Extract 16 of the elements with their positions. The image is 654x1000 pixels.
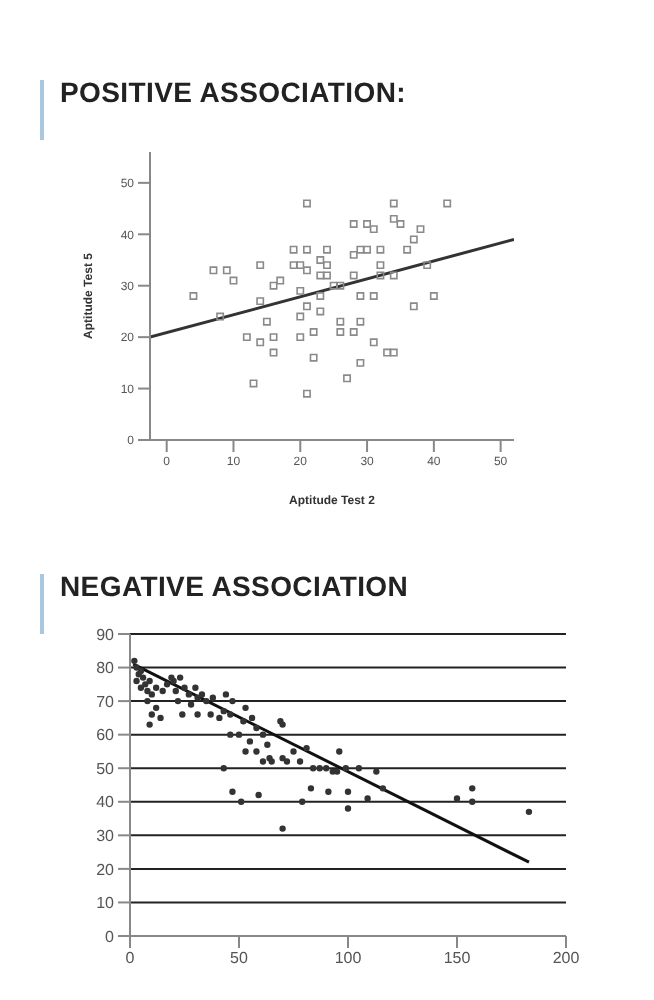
y-tick-label: 20 (96, 860, 116, 879)
y-tick-label: 90 (96, 625, 116, 644)
y-tick-label: 80 (96, 659, 116, 678)
y-tick-label: 40 (96, 793, 116, 812)
y-tick-label: 0 (105, 927, 116, 946)
y-tick-label: 10 (96, 894, 116, 913)
y-tick-label: 30 (96, 827, 116, 846)
x-tick-label: 100 (334, 949, 363, 968)
y-tick-label: 60 (96, 726, 116, 745)
chart-title: NEGATIVE ASSOCIATION (60, 570, 409, 602)
x-tick-label: 50 (230, 949, 249, 968)
chart-title: POSITIVE ASSOCIATION: (60, 76, 406, 108)
x-tick-label: 150 (443, 949, 472, 968)
x-tick-label: 200 (552, 949, 581, 968)
y-tick-label: 70 (96, 692, 116, 711)
y-tick-label: 50 (96, 759, 116, 778)
